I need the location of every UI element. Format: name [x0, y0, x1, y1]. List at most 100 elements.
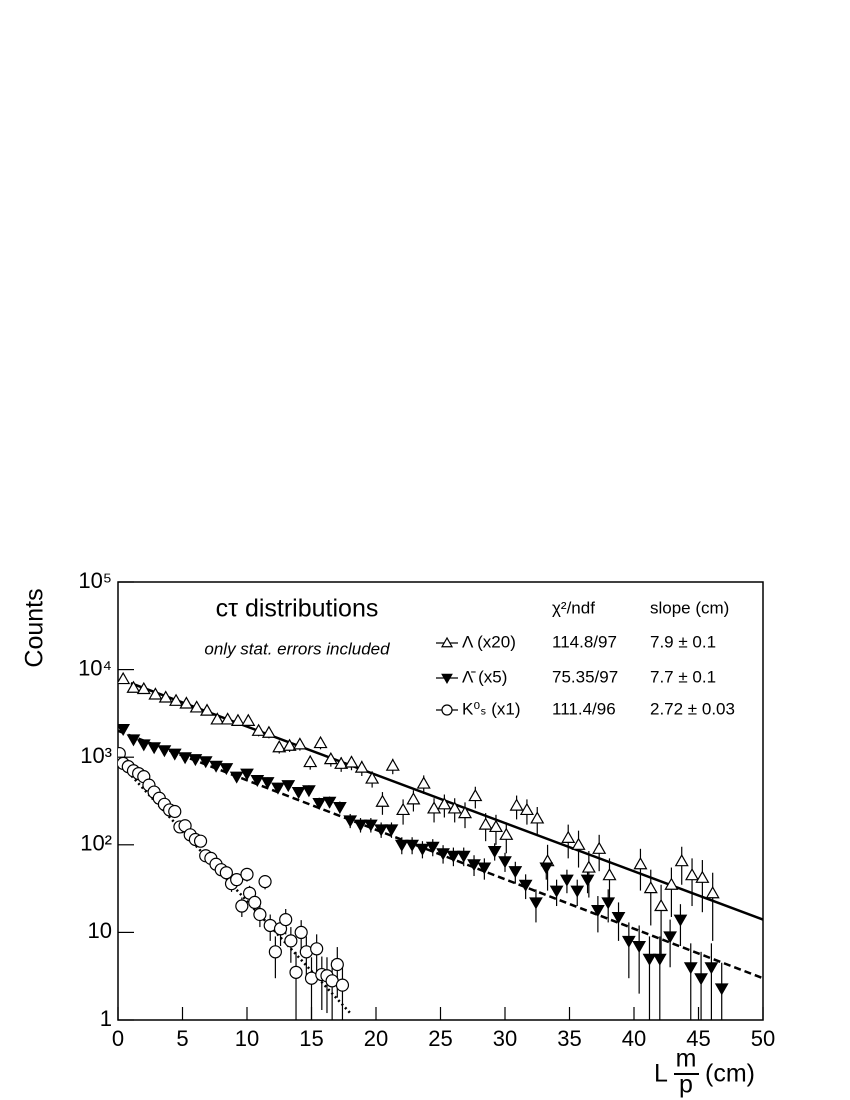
marker: [271, 782, 285, 795]
marker: [284, 934, 298, 948]
marker: [488, 819, 504, 833]
marker: [705, 886, 720, 899]
marker: [642, 953, 657, 966]
marker: [179, 696, 194, 709]
x-tick-label: 0: [112, 1026, 124, 1051]
x-tick-label: 30: [493, 1026, 517, 1051]
marker: [210, 712, 225, 725]
marker: [199, 703, 215, 716]
marker: [425, 841, 440, 854]
y-tick-label: 10²: [80, 831, 112, 856]
marker: [427, 801, 442, 814]
marker: [704, 962, 719, 975]
x-tick-label: 5: [176, 1026, 188, 1051]
chart-subtitle: only stat. errors included: [204, 639, 390, 658]
marker: [406, 792, 421, 805]
marker: [673, 914, 688, 927]
legend-slope: 7.7 ± 0.1: [650, 667, 716, 686]
marker: [570, 885, 585, 898]
marker: [549, 885, 564, 898]
marker: [248, 895, 262, 910]
marker: [581, 860, 596, 873]
marker: [539, 862, 554, 875]
marker: [602, 867, 617, 881]
marker: [437, 797, 452, 810]
legend-chi2: 75.35/97: [552, 667, 618, 686]
x-tick-label: 15: [299, 1026, 323, 1051]
marker: [447, 801, 462, 814]
marker: [126, 680, 141, 693]
marker: [394, 839, 409, 852]
marker: [561, 830, 576, 843]
marker: [279, 912, 293, 927]
marker: [478, 817, 493, 830]
chart-title: cτ distributions: [216, 595, 379, 623]
x-tick-label: 20: [364, 1026, 388, 1051]
marker: [272, 740, 287, 753]
x-tick-label: 35: [557, 1026, 581, 1051]
marker: [261, 725, 276, 738]
marker: [663, 931, 677, 944]
marker: [571, 837, 586, 850]
marker: [685, 867, 700, 881]
y-tick-label: 10⁵: [78, 568, 112, 593]
marker: [312, 798, 327, 811]
marker: [456, 850, 471, 863]
marker: [695, 870, 710, 883]
x-axis-label: L: [654, 1060, 668, 1088]
marker: [168, 804, 182, 819]
y-tick-label: 1: [100, 1006, 112, 1031]
marker: [374, 824, 389, 837]
marker: [477, 862, 492, 875]
marker: [322, 796, 337, 809]
legend-chi2: 111.4/96: [552, 699, 616, 718]
marker: [674, 853, 689, 867]
marker: [365, 771, 380, 784]
marker: [560, 874, 574, 887]
marker: [241, 713, 256, 726]
marker: [219, 866, 233, 880]
marker: [193, 834, 208, 848]
marker: [250, 774, 265, 787]
marker: [385, 758, 400, 771]
legend-marker: [441, 673, 453, 685]
x-tick-label: 50: [751, 1026, 775, 1051]
legend-slope: 7.9 ± 0.1: [650, 632, 716, 651]
marker: [282, 738, 297, 751]
marker: [158, 690, 173, 703]
marker: [169, 693, 184, 706]
marker: [519, 802, 534, 816]
marker: [167, 748, 182, 761]
marker: [330, 957, 344, 972]
legend-header: χ²/ndf: [552, 598, 595, 617]
marker: [294, 925, 308, 940]
legend-header: slope (cm): [650, 598, 729, 617]
marker: [302, 785, 316, 798]
marker: [353, 819, 368, 832]
x-axis-label: m: [676, 1045, 697, 1073]
marker: [633, 857, 648, 870]
legend-slope: 2.72 ± 0.03: [650, 699, 735, 718]
marker: [654, 898, 669, 912]
marker: [147, 742, 161, 755]
marker: [313, 735, 328, 749]
marker: [530, 811, 545, 824]
marker: [281, 780, 296, 793]
marker: [323, 751, 338, 765]
marker: [405, 839, 419, 852]
marker: [136, 681, 151, 695]
marker: [714, 983, 729, 996]
marker: [240, 768, 254, 781]
marker: [375, 794, 390, 807]
y-tick-label: 10⁴: [78, 655, 112, 680]
marker: [235, 899, 249, 913]
marker: [118, 723, 131, 736]
x-tick-label: 25: [428, 1026, 452, 1051]
marker: [683, 962, 698, 975]
marker: [189, 700, 204, 713]
marker: [498, 856, 512, 869]
marker: [258, 875, 272, 889]
marker: [230, 713, 246, 726]
marker: [335, 978, 350, 992]
